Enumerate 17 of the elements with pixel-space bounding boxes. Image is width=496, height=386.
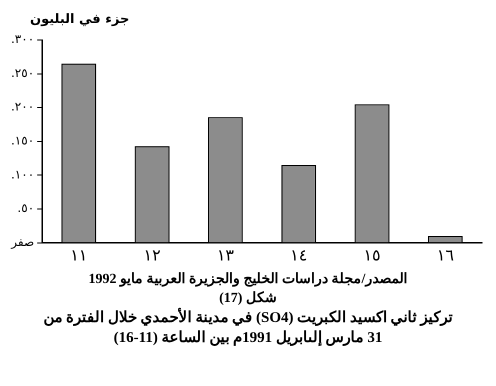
y-tick-label: ٢٠٠. [10,100,34,114]
x-tick-label: ١٦ [436,246,454,265]
y-tick-label: ٥٠. [17,201,34,216]
x-tick-label: ١٣ [216,246,234,265]
text: تركيز ثاني اكسيد الكبريت (SO4) في مدينة الأحمدي خلال الفترة من 31 مارس إلىابريل 1991م بين الساعة (11-16) [42,308,454,348]
x-tick-label: ١٤ [290,246,308,265]
y-axis-title: جزء في البليون [30,12,130,27]
x-tick-label: ١٥ [363,246,381,265]
y-tick-label: ٢٥٠. [10,66,34,80]
y-tick-label: ١٠٠. [10,167,34,182]
text: المصدر/مجلة دراسات الخليج والجزيرة العربية مايو 1992 [88,271,408,289]
y-tick-label: ٣٠٠. [10,32,34,46]
text: شكل (17) [218,290,278,308]
x-tick-label: ١١ [70,246,88,265]
y-tick-label: ١٥٠. [10,134,34,148]
y-tick-label: صفر [10,234,34,249]
x-tick-label: ١٢ [144,246,161,265]
